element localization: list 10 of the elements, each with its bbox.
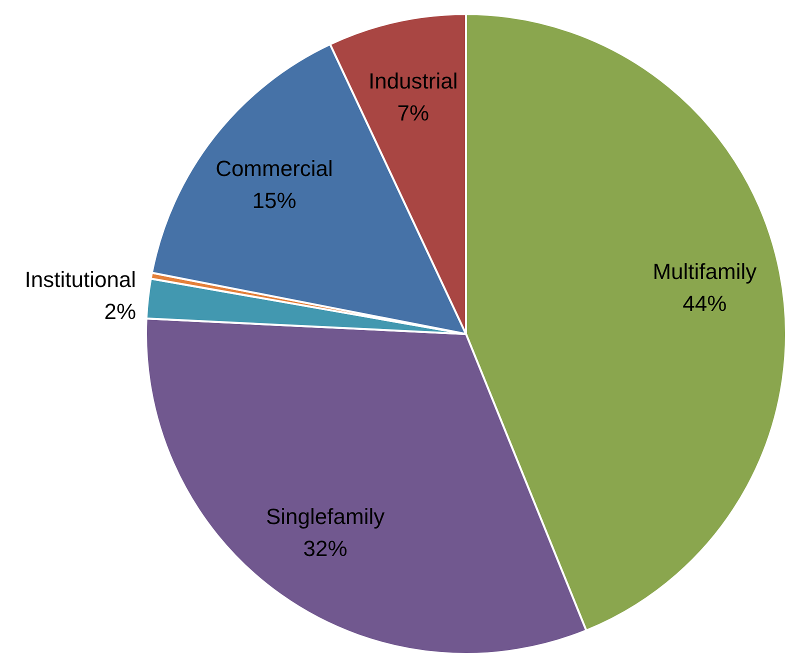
data-label: 15% xyxy=(252,188,296,214)
data-label: 2% xyxy=(104,298,136,324)
data-label: 44% xyxy=(682,291,727,316)
slice-label: Commercial xyxy=(216,156,333,182)
data-label: 32% xyxy=(303,536,348,562)
slice-label: Industrial xyxy=(368,68,458,94)
slice-label: Singlefamily xyxy=(266,504,385,530)
data-label: 7% xyxy=(397,100,429,126)
slice-label: Multifamily xyxy=(652,259,757,284)
slice-label: Institutional xyxy=(24,266,136,292)
